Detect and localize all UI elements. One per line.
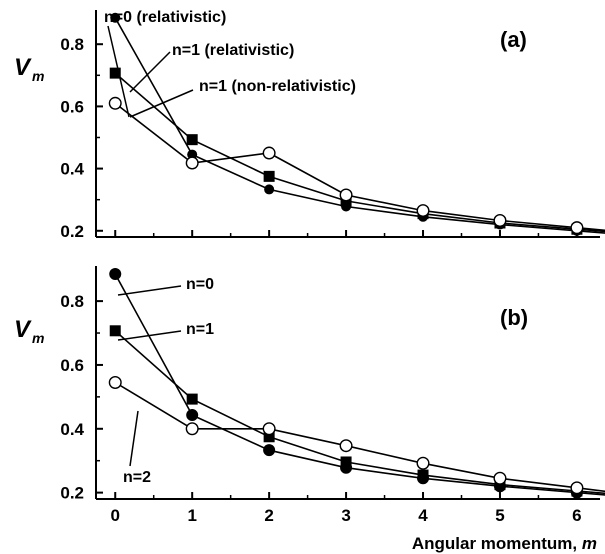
x-tick-label: 1 — [187, 506, 196, 525]
data-point-open-circle — [416, 456, 430, 470]
annotation-leader-line — [129, 410, 139, 467]
data-point-square — [109, 67, 121, 79]
chart-panel-a: 0.2 0.4 0.6 0.8 n=0 (relativistic) n=1 (relat… — [14, 9, 605, 241]
series-label: n=1 — [186, 321, 214, 338]
y-tick-label: 0.4 — [60, 420, 84, 439]
data-point-open-circle — [262, 422, 276, 436]
y-tick-label: 0.4 — [60, 160, 84, 179]
data-point-open-circle — [339, 439, 353, 453]
x-tick-label: 2 — [264, 506, 273, 525]
annotation-leader-line — [117, 285, 182, 296]
data-point-filled-circle — [264, 184, 275, 195]
annotation-leader-line — [107, 25, 130, 118]
data-point-square — [263, 170, 275, 182]
data-point-open-circle — [262, 146, 276, 160]
data-point-square — [109, 325, 121, 337]
series-label: n=2 — [123, 469, 151, 486]
series-line — [114, 273, 605, 496]
data-point-open-circle — [108, 376, 122, 390]
data-point-square — [263, 431, 275, 443]
annotation-leader-line — [129, 89, 194, 118]
data-point-open-circle — [416, 204, 430, 218]
x-tick-label: 3 — [341, 506, 350, 525]
x-tick-label: 4 — [418, 506, 428, 525]
y-tick-label: 0.2 — [60, 484, 84, 503]
data-point-filled-circle — [110, 12, 121, 23]
x-tick-label: 0 — [111, 506, 120, 525]
annotation-leader-line — [129, 51, 171, 93]
data-point-open-circle — [570, 221, 584, 235]
data-point-square — [417, 469, 429, 481]
x-tick-label: 6 — [572, 506, 581, 525]
series-line — [114, 330, 605, 495]
y-tick-label: 0.6 — [60, 97, 84, 116]
data-point-filled-circle — [186, 409, 199, 422]
y-tick-label: 0.6 — [60, 356, 84, 375]
series-label: n=0 (relativistic) — [104, 9, 226, 26]
series-label: n=0 — [186, 276, 214, 293]
data-point-open-circle — [185, 156, 199, 170]
data-point-open-circle — [185, 422, 199, 436]
series-line — [114, 102, 605, 232]
data-point-filled-circle — [263, 444, 276, 457]
x-axis-label: Angular momentum, m — [412, 534, 597, 553]
data-point-filled-circle — [109, 267, 122, 280]
data-point-open-circle — [339, 188, 353, 202]
y-tick-label: 0.8 — [60, 292, 84, 311]
panel-label: (b) — [500, 305, 528, 330]
data-point-open-circle — [108, 96, 122, 110]
series-label: n=1 (non-relativistic) — [199, 78, 356, 95]
series-line — [114, 381, 605, 493]
data-point-square — [340, 456, 352, 468]
y-tick-label: 0.8 — [60, 35, 84, 54]
data-point-open-circle — [493, 471, 507, 485]
y-tick-label: 0.2 — [60, 222, 84, 241]
series-line — [114, 72, 605, 233]
data-point-open-circle — [570, 481, 584, 495]
data-point-open-circle — [493, 214, 507, 228]
chart-panel-b: 0.2 0.4 0.6 0.8 0 1 2 3 4 5 6 n=0 n=1 n=2 (b) V m Angular… — [14, 266, 605, 553]
series-line — [114, 17, 605, 234]
panel-label: (a) — [500, 27, 527, 52]
data-point-square — [186, 393, 198, 405]
annotation-leader-line — [117, 330, 182, 341]
data-point-square — [186, 134, 198, 146]
x-tick-label: 5 — [495, 506, 504, 525]
series-label: n=1 (relativistic) — [172, 42, 294, 59]
